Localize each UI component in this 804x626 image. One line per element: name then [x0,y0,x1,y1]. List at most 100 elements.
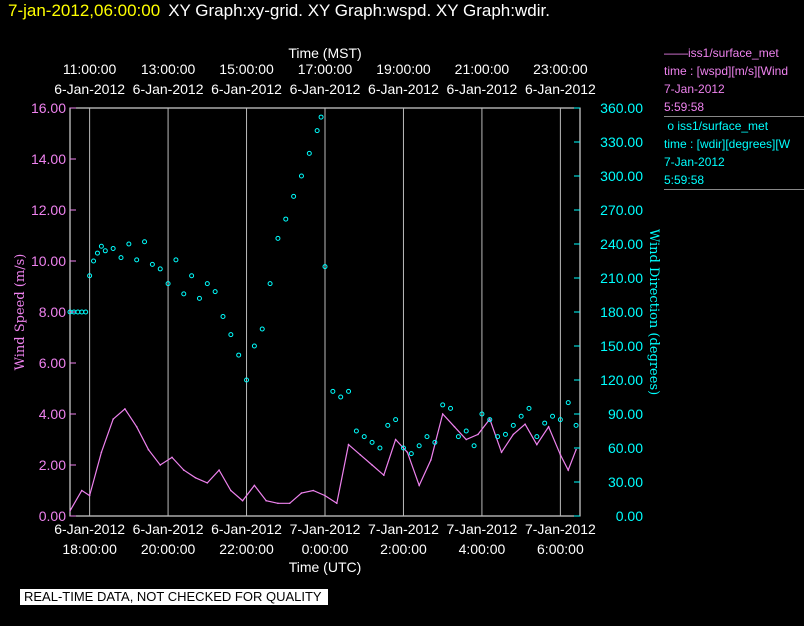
wspd-point [575,448,577,451]
bottom-tick-time: 20:00:00 [141,541,196,557]
bottom-tick-date: 7-Jan-2012 [525,521,596,537]
legend-entry-wdir[interactable]: o iss1/surface_met time : [wdir][degrees… [664,117,804,190]
wdir-point [220,314,226,320]
wspd-point [69,510,71,512]
legend-wdir-variable: time : [wdir][degrees][W [664,137,791,151]
left-tick-label: 12.00 [31,202,66,218]
wdir-point [181,291,187,297]
wdir-point [149,261,155,267]
legend-wspd-variable: time : [wspd][m/s][Wind [664,64,789,78]
left-tick-label: 6.00 [39,355,66,371]
wdir-point [118,255,124,261]
wdir-point [542,420,548,426]
right-tick-label: 330.00 [600,134,643,150]
wdir-point [157,266,163,272]
timestamp: 7-jan-2012,06:00:00 [8,1,161,20]
wspd-point [80,489,83,492]
legend-wspd-series: ——iss1/surface_met [664,46,779,60]
wdir-point [91,258,97,264]
wdir-point [251,343,257,349]
wdir-point [361,434,367,440]
wdir-point [79,309,85,315]
wdir-point [346,388,352,394]
wdir-point [400,445,406,451]
wdir-point [259,326,265,332]
wspd-point [359,454,362,456]
wdir-point [448,405,454,411]
right-tick-label: 180.00 [600,304,643,320]
wspd-point [288,502,291,505]
wdir-point [479,411,485,417]
right-tick-label: 210.00 [600,270,643,286]
wdir-point [267,281,273,287]
wdir-point [518,413,524,419]
wspd-point [300,492,303,494]
legend: ——iss1/surface_met time : [wspd][m/s][Wi… [664,44,804,190]
wdir-point [463,428,469,434]
top-tick-date: 6-Jan-2012 [447,81,518,97]
bottom-tick-time: 18:00:00 [62,541,117,557]
wdir-point [565,400,571,406]
wspd-point [230,489,232,492]
wspd-point [406,451,409,454]
wdir-point [353,428,359,434]
wdir-point [573,422,579,428]
bottom-tick-time: 0:00:00 [302,541,349,557]
top-tick-date: 6-Jan-2012 [133,81,204,97]
top-tick-date: 6-Jan-2012 [54,81,125,97]
wspd-point [324,494,326,497]
wspd-point [394,438,397,441]
wspd-point [441,413,444,415]
wdir-point [291,193,297,199]
right-tick-label: 360.00 [600,100,643,116]
left-tick-label: 4.00 [39,406,66,422]
top-tick-time: 19:00:00 [376,61,431,77]
wspd-point [100,451,103,454]
wspd-point [512,433,515,436]
wdir-point [189,273,195,279]
wspd-point [371,464,373,466]
wdir-point [338,394,344,400]
top-tick-time: 21:00:00 [455,61,510,77]
wspd-point [159,464,162,466]
top-tick-time: 17:00:00 [298,61,353,77]
wspd-point [453,425,456,428]
wspd-point [147,448,150,451]
graph-titles: XY Graph:xy-grid. XY Graph:wspd. XY Grap… [168,1,550,20]
wdir-point [244,377,250,383]
wdir-point [377,445,383,451]
wspd-point [347,443,350,446]
wspd-point [477,433,479,436]
legend-wdir-time: 5:59:58 [664,173,705,187]
right-tick-label: 60.00 [608,440,643,456]
left-tick-label: 14.00 [31,151,66,167]
wdir-point [228,332,234,338]
top-tick-time: 15:00:00 [219,61,274,77]
top-tick-time: 11:00:00 [63,61,117,77]
wdir-point [87,273,93,279]
wdir-point [510,422,516,428]
top-tick-time: 13:00:00 [141,61,196,77]
wdir-point [196,295,202,301]
bottom-tick-time: 2:00:00 [380,541,427,557]
wdir-point [322,264,328,270]
wspd-point [124,408,126,410]
legend-entry-wspd[interactable]: ——iss1/surface_met time : [wspd][m/s][Wi… [664,44,804,117]
wdir-point [534,434,540,440]
legend-wspd-date: 7-Jan-2012 [664,82,725,96]
right-tick-label: 240.00 [600,236,643,252]
wdir-point [83,309,89,315]
wspd-point [241,499,244,502]
wdir-point [318,114,324,120]
left-tick-label: 16.00 [31,100,66,116]
wdir-point [526,405,532,411]
left-tick-label: 8.00 [39,304,66,320]
top-tick-date: 6-Jan-2012 [525,81,596,97]
wdir-point [98,243,104,249]
wdir-point [298,173,304,179]
right-tick-label: 150.00 [600,338,643,354]
left-axis-title: Wind Speed (m/s) [13,254,28,371]
wspd-point [135,425,138,428]
wspd-point [418,484,420,487]
